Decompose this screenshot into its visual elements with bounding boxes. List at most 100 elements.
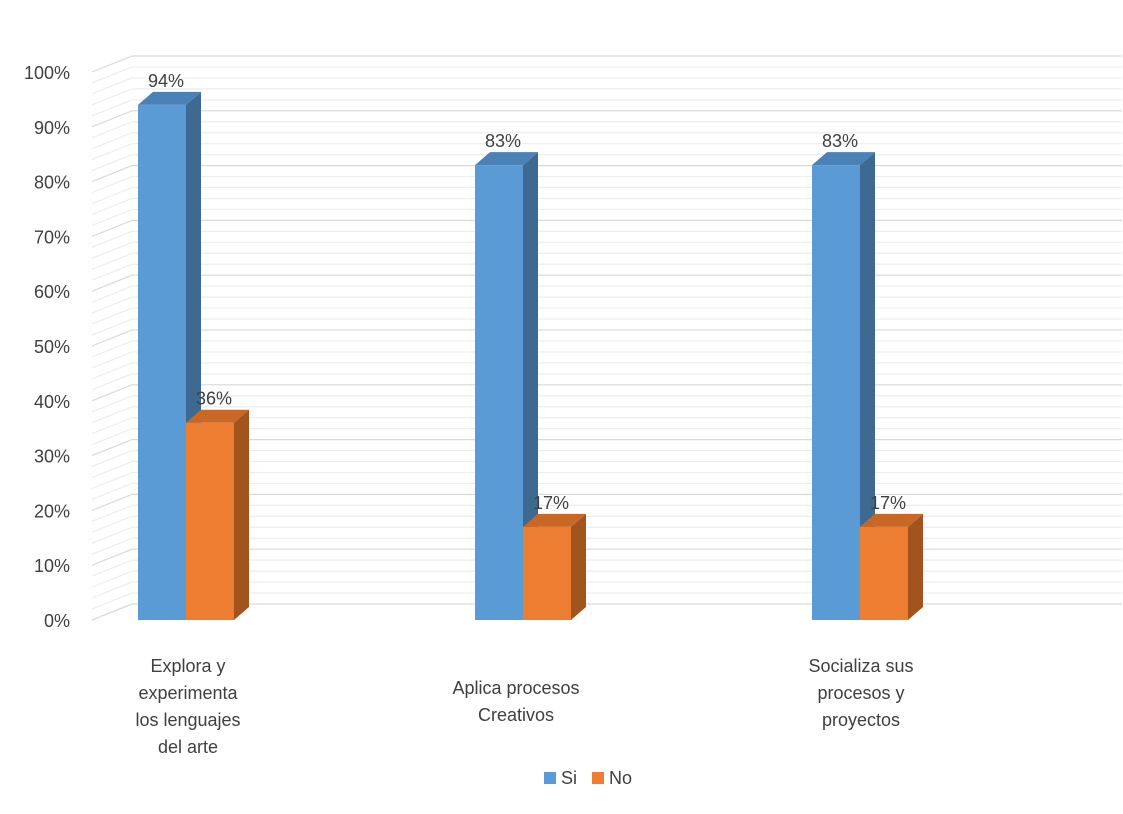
y-tick-label: 100% <box>24 63 70 83</box>
bar-no <box>186 422 234 620</box>
gridline-side <box>91 285 133 303</box>
bar-top <box>860 513 923 527</box>
gridline-side <box>91 592 133 610</box>
y-tick-label: 70% <box>34 227 70 247</box>
gridline-side <box>91 417 133 435</box>
gridline-side <box>91 165 133 183</box>
category-label: Explora y <box>150 656 225 676</box>
gridline-side <box>91 77 133 95</box>
category-label: Creativos <box>478 705 554 725</box>
gridline-side <box>91 110 133 128</box>
category-label: Aplica procesos <box>452 678 579 698</box>
gridline-side <box>91 219 133 237</box>
gridline-side <box>91 318 133 336</box>
gridline-side <box>91 428 133 446</box>
gridline-side <box>91 471 133 490</box>
gridline-side <box>91 154 133 172</box>
gridline-side <box>91 384 133 402</box>
gridline-side <box>91 307 133 325</box>
gridline-side <box>91 548 133 566</box>
bar-top <box>186 409 249 423</box>
category-labels: Explora y experimenta los lenguajes del art… <box>135 656 913 757</box>
bar-top <box>138 91 201 105</box>
gridline-side <box>91 351 133 369</box>
category-label: los lenguajes <box>135 710 240 730</box>
y-tick-label: 0% <box>44 611 70 631</box>
gridline-side <box>91 143 133 161</box>
bar-side <box>571 513 586 620</box>
y-tick-label: 30% <box>34 447 70 467</box>
bar-si <box>138 104 186 620</box>
gridline-side <box>91 570 133 588</box>
gridline-side <box>91 296 133 314</box>
gridline-side <box>91 515 133 533</box>
gridline-side <box>91 439 133 457</box>
legend-label: Si <box>561 768 577 788</box>
gridline-side <box>91 197 133 216</box>
gridline-side <box>91 373 133 391</box>
gridlines <box>91 55 1122 621</box>
legend: Si No <box>544 768 632 788</box>
category-label: del arte <box>158 737 218 757</box>
gridline-side <box>91 329 133 347</box>
gridline-side <box>91 241 133 259</box>
gridline-side <box>91 406 133 424</box>
gridline-side <box>91 208 133 226</box>
data-label: 17% <box>870 493 906 513</box>
y-tick-label: 10% <box>34 556 70 576</box>
y-tick-label: 40% <box>34 392 70 412</box>
legend-swatch-si <box>544 772 556 784</box>
gridline-side <box>91 493 133 511</box>
gridline-side <box>91 252 133 270</box>
y-tick-label: 50% <box>34 337 70 357</box>
gridline-side <box>91 581 133 599</box>
gridline-side <box>91 186 133 205</box>
y-tick-label: 60% <box>34 282 70 302</box>
legend-label: No <box>609 768 632 788</box>
data-label: 36% <box>196 389 232 409</box>
bars <box>138 91 923 620</box>
y-tick-label: 80% <box>34 173 70 193</box>
gridline-side <box>91 263 133 281</box>
data-label: 94% <box>148 71 184 91</box>
data-label: 83% <box>822 131 858 151</box>
data-label: 17% <box>533 493 569 513</box>
category-label: proyectos <box>822 710 900 730</box>
gridline-side <box>91 132 133 150</box>
bar-top <box>523 513 586 527</box>
gridline-side <box>91 537 133 555</box>
gridline-side <box>91 66 133 84</box>
y-axis-ticks: 0% 10% 20% 30% 40% 50% 60% 70% 80% 90% 100% <box>24 63 70 631</box>
y-tick-label: 90% <box>34 118 70 138</box>
gridline-side <box>91 450 133 468</box>
bar-side <box>860 152 875 620</box>
y-tick-label: 20% <box>34 501 70 521</box>
gridline-side <box>91 395 133 413</box>
bar-top <box>812 152 875 166</box>
gridline-side <box>91 559 133 577</box>
gridline-side <box>91 340 133 358</box>
bar-side <box>234 409 249 620</box>
bar-si <box>812 165 860 620</box>
floor-edge <box>91 603 133 621</box>
gridline-side <box>91 88 133 106</box>
gridline-side <box>91 230 133 248</box>
bar-si <box>475 165 523 620</box>
data-labels: 94% 36% 83% 17% 83% 17% <box>148 71 906 513</box>
category-label: experimenta <box>138 683 238 703</box>
gridline-side <box>91 504 133 522</box>
bar-side <box>523 152 538 620</box>
legend-swatch-no <box>592 772 604 784</box>
gridline-side <box>91 121 133 139</box>
gridline-side <box>91 526 133 544</box>
gridline-side <box>91 460 133 479</box>
category-label: Socializa sus <box>808 656 913 676</box>
bar-side <box>908 513 923 620</box>
gridline-side <box>91 176 133 194</box>
gridline-side <box>91 55 133 73</box>
gridline-side <box>91 274 133 292</box>
gridline-side <box>91 362 133 380</box>
gridline-side <box>91 482 133 500</box>
bar-no <box>860 526 908 620</box>
